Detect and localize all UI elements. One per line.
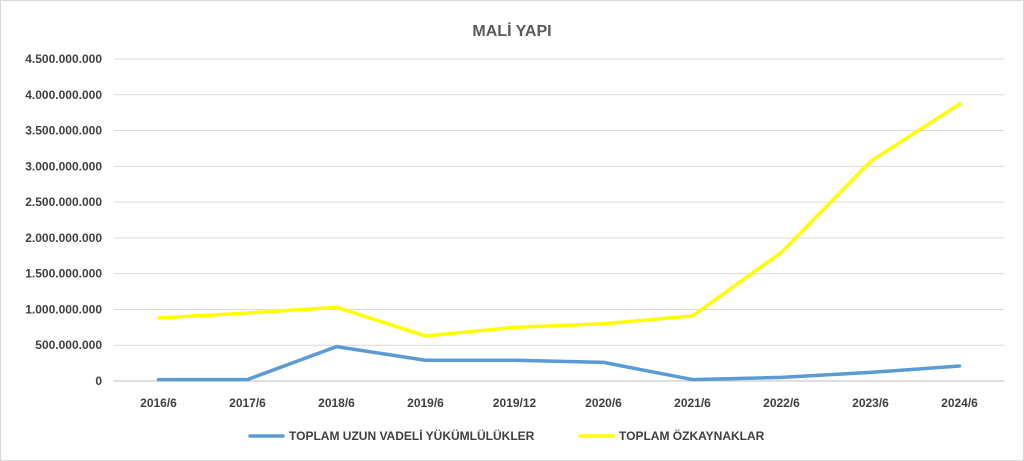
y-tick-label: 1.500.000.000 bbox=[25, 267, 102, 281]
data-point bbox=[335, 345, 338, 349]
series-line-2 bbox=[156, 102, 962, 338]
y-tick-label: 4.000.000.000 bbox=[25, 88, 102, 102]
x-tick-label: 2018/6 bbox=[318, 396, 355, 410]
y-tick-label: 3.000.000.000 bbox=[25, 159, 102, 173]
data-point bbox=[602, 360, 605, 364]
y-axis-ticks: 0 500.000.000 1.000.000.000 1.500.000.000 2.… bbox=[25, 52, 102, 388]
data-point bbox=[869, 159, 872, 163]
data-point bbox=[157, 378, 160, 382]
x-tick-label: 2021/6 bbox=[674, 396, 711, 410]
data-point bbox=[513, 325, 516, 329]
legend: TOPLAM UZUN VADELİ YÜKÜMLÜLÜKLER TOPLAM Ö… bbox=[248, 428, 765, 443]
x-tick-label: 2023/6 bbox=[852, 396, 889, 410]
x-tick-label: 2016/6 bbox=[140, 396, 177, 410]
series-line-1 bbox=[156, 344, 962, 382]
y-tick-label: 3.500.000.000 bbox=[25, 124, 102, 138]
series-lines bbox=[156, 102, 962, 382]
data-point bbox=[869, 370, 872, 374]
chart-title: MALİ YAPI bbox=[472, 22, 551, 40]
y-tick-label: 4.500.000.000 bbox=[25, 52, 102, 66]
data-point bbox=[513, 358, 516, 362]
data-point bbox=[602, 322, 605, 326]
x-tick-label: 2022/6 bbox=[763, 396, 800, 410]
data-point bbox=[691, 314, 694, 318]
x-tick-label: 2024/6 bbox=[941, 396, 978, 410]
data-point bbox=[335, 305, 338, 309]
data-point bbox=[958, 102, 961, 106]
data-point bbox=[424, 358, 427, 362]
data-point bbox=[246, 311, 249, 315]
x-axis-ticks: 2016/6 2017/6 2018/6 2019/6 2019/12 2020/6 202… bbox=[140, 396, 978, 410]
y-tick-label: 1.000.000.000 bbox=[25, 302, 102, 316]
data-point bbox=[691, 378, 694, 382]
x-tick-label: 2017/6 bbox=[229, 396, 266, 410]
data-point bbox=[157, 316, 160, 320]
data-point bbox=[780, 250, 783, 254]
y-tick-label: 500.000.000 bbox=[35, 338, 102, 352]
data-point bbox=[246, 378, 249, 382]
legend-label: TOPLAM ÖZKAYNAKLAR bbox=[619, 428, 765, 443]
legend-label: TOPLAM UZUN VADELİ YÜKÜMLÜLÜKLER bbox=[289, 428, 535, 443]
data-point bbox=[958, 364, 961, 368]
data-point bbox=[780, 375, 783, 379]
x-tick-label: 2019/12 bbox=[493, 396, 537, 410]
x-tick-label: 2020/6 bbox=[585, 396, 622, 410]
gridlines bbox=[114, 58, 1004, 382]
y-tick-label: 2.000.000.000 bbox=[25, 231, 102, 245]
data-point bbox=[424, 334, 427, 338]
y-tick-label: 0 bbox=[95, 374, 102, 388]
y-tick-label: 2.500.000.000 bbox=[25, 195, 102, 209]
x-tick-label: 2019/6 bbox=[407, 396, 444, 410]
